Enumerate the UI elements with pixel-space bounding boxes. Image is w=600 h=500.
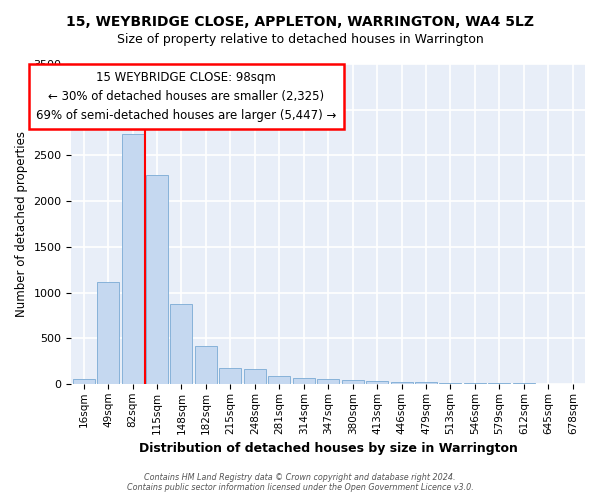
Bar [244, 370, 266, 384]
Text: Contains HM Land Registry data © Crown copyright and database right 2024.
Contai: Contains HM Land Registry data © Crown c… [127, 473, 473, 492]
Bar [146, 174, 168, 384]
Bar [317, 379, 339, 384]
Bar [293, 378, 315, 384]
Bar [122, 134, 143, 384]
Bar [97, 282, 119, 384]
Bar [415, 382, 437, 384]
Bar [268, 376, 290, 384]
Bar [220, 368, 241, 384]
Bar [464, 383, 486, 384]
Text: Size of property relative to detached houses in Warrington: Size of property relative to detached ho… [116, 32, 484, 46]
Bar [341, 380, 364, 384]
Text: 15 WEYBRIDGE CLOSE: 98sqm
← 30% of detached houses are smaller (2,325)
69% of se: 15 WEYBRIDGE CLOSE: 98sqm ← 30% of detac… [36, 72, 337, 122]
Text: 15, WEYBRIDGE CLOSE, APPLETON, WARRINGTON, WA4 5LZ: 15, WEYBRIDGE CLOSE, APPLETON, WARRINGTO… [66, 15, 534, 29]
Bar [391, 382, 413, 384]
Bar [366, 380, 388, 384]
X-axis label: Distribution of detached houses by size in Warrington: Distribution of detached houses by size … [139, 442, 518, 455]
Bar [488, 383, 511, 384]
Bar [73, 379, 95, 384]
Bar [439, 382, 461, 384]
Bar [170, 304, 193, 384]
Bar [195, 346, 217, 384]
Y-axis label: Number of detached properties: Number of detached properties [15, 131, 28, 317]
